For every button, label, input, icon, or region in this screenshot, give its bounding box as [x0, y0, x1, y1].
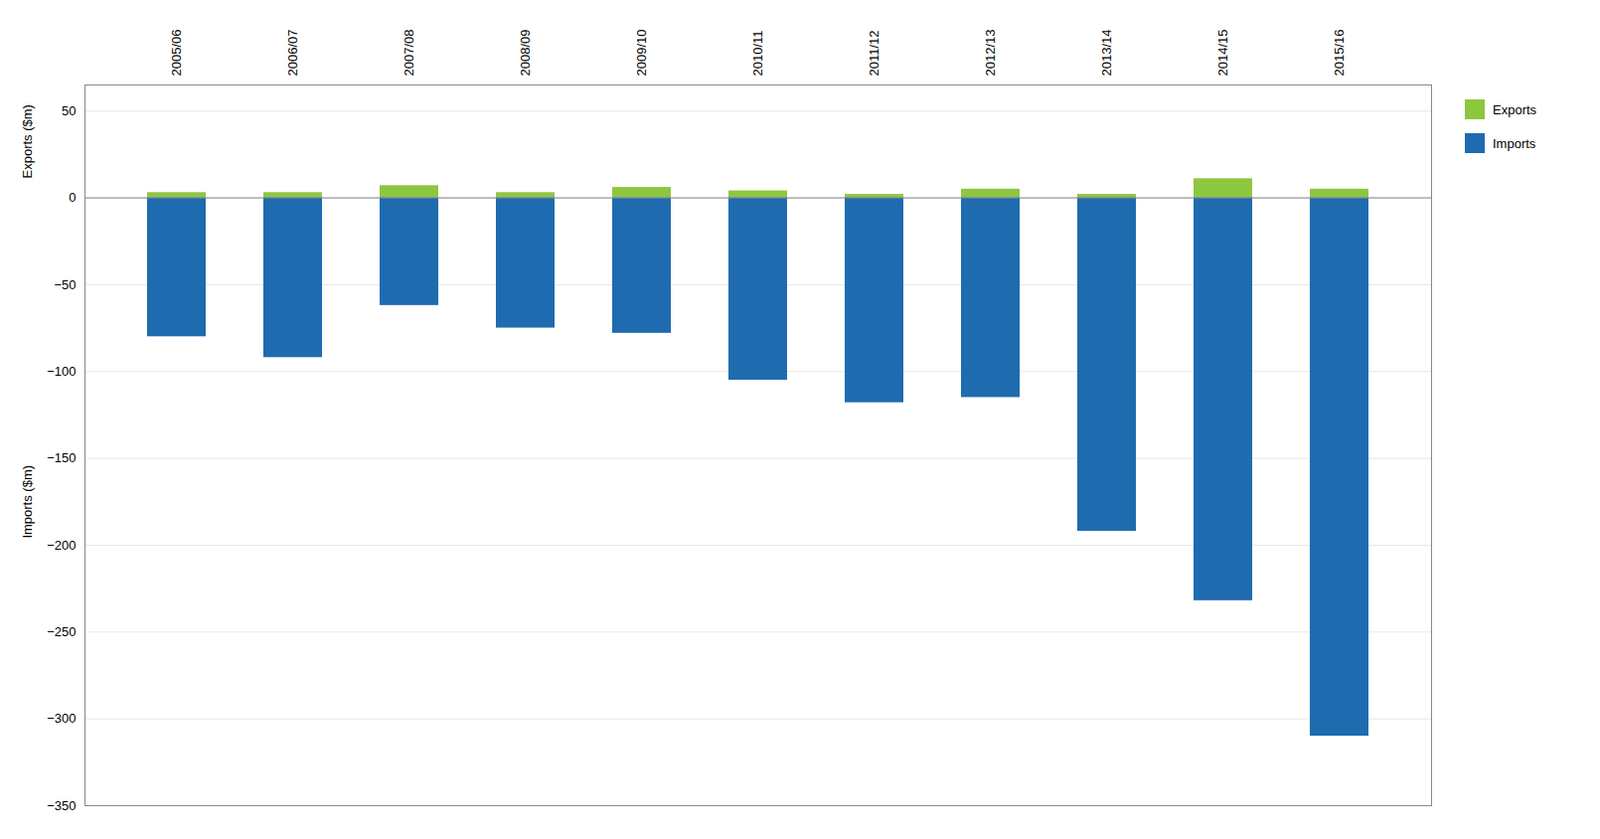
svg-text:0: 0 [68, 189, 76, 205]
svg-text:2011/12: 2011/12 [866, 29, 882, 76]
svg-text:2013/14: 2013/14 [1099, 29, 1115, 77]
svg-text:2005/06: 2005/06 [168, 29, 184, 77]
svg-text:−300: −300 [46, 710, 76, 726]
svg-text:Exports ($m): Exports ($m) [19, 104, 35, 178]
svg-text:2012/13: 2012/13 [982, 29, 998, 77]
svg-text:−250: −250 [46, 624, 76, 640]
svg-text:50: 50 [61, 103, 76, 119]
svg-text:2014/15: 2014/15 [1215, 29, 1231, 77]
svg-text:−150: −150 [46, 450, 76, 466]
svg-text:−50: −50 [53, 277, 76, 293]
svg-text:2008/09: 2008/09 [517, 29, 533, 77]
svg-text:2010/11: 2010/11 [750, 29, 766, 76]
svg-text:2015/16: 2015/16 [1331, 29, 1347, 77]
svg-text:2007/08: 2007/08 [401, 29, 417, 77]
svg-text:−100: −100 [46, 363, 76, 379]
svg-text:2006/07: 2006/07 [285, 29, 301, 77]
html-text:Exports: Exports [1492, 101, 1537, 117]
svg-text:2009/10: 2009/10 [634, 29, 649, 77]
html-text:Imports: Imports [1492, 135, 1536, 151]
svg-text:−350: −350 [46, 798, 76, 813]
svg-text:−200: −200 [46, 537, 76, 553]
svg-text:Imports ($m): Imports ($m) [19, 465, 35, 539]
